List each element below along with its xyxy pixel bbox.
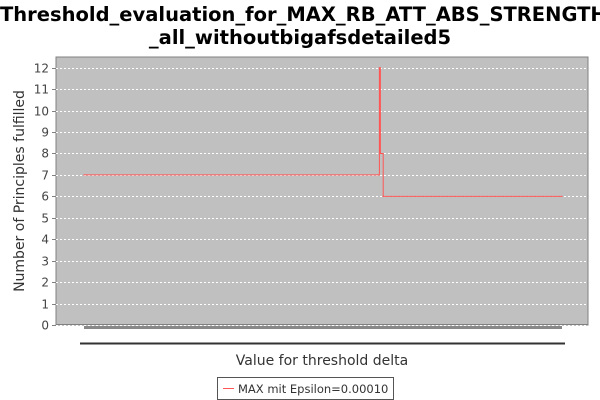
y-tick-label-5: 5	[41, 212, 49, 226]
y-axis-label: Number of Principles fulfilled	[12, 90, 28, 292]
plot-area	[55, 56, 589, 326]
chart-title-line-2: _all_withoutbigafsdetailed5	[148, 26, 452, 49]
y-tick-label-7: 7	[41, 169, 49, 183]
series-layer	[83, 67, 563, 197]
data-point-0-1	[377, 174, 379, 176]
grid-lines	[56, 68, 588, 326]
data-point-0-6	[561, 195, 563, 197]
y-tick-label-8: 8	[41, 147, 49, 161]
data-point-0-5	[382, 195, 384, 197]
legend-swatch	[223, 388, 234, 389]
y-tick-label-12: 12	[34, 62, 49, 76]
data-point-0-2	[378, 67, 380, 69]
data-point-0-4	[381, 152, 383, 155]
y-tick-label-4: 4	[41, 233, 49, 247]
data-point-0-0	[83, 174, 85, 176]
x-axis-label: Value for threshold delta	[235, 353, 409, 369]
y-tick-label-6: 6	[41, 190, 49, 204]
y-tick-label-2: 2	[41, 276, 49, 290]
legend-entry-label: MAX mit Epsilon=0.00010	[238, 381, 389, 396]
y-tick-label-10: 10	[34, 105, 49, 119]
chart-title-line-1: Threshold_evaluation_for_MAX_RB_ATT_ABS_…	[0, 3, 600, 26]
y-tick-label-0: 0	[41, 319, 49, 333]
y-tick-label-1: 1	[41, 298, 49, 312]
data-point-0-3	[379, 152, 381, 155]
x-axis-tick-band	[84, 326, 562, 329]
y-tick-label-11: 11	[34, 83, 49, 97]
series-line-0	[84, 67, 562, 197]
legend: MAX mit Epsilon=0.00010	[217, 377, 395, 400]
chart-title: Threshold_evaluation_for_MAX_RB_ATT_ABS_…	[0, 3, 600, 49]
x-axis	[56, 324, 588, 345]
y-tick-label-3: 3	[41, 255, 49, 269]
y-tick-label-9: 9	[41, 126, 49, 140]
